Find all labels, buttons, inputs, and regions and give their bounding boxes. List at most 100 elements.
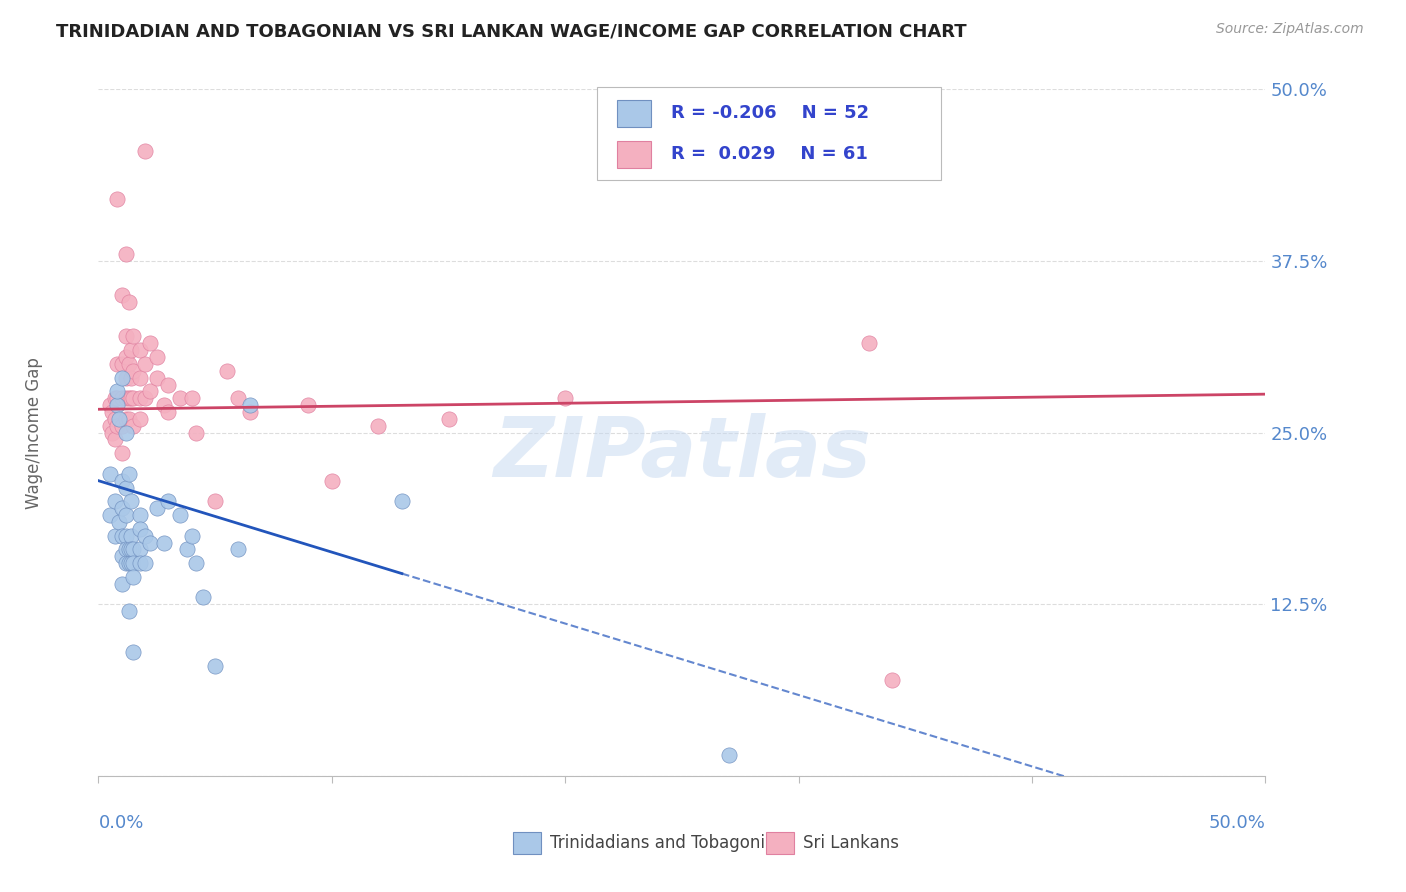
Point	[120, 528, 142, 542]
Point	[157, 405, 180, 419]
Point	[157, 494, 180, 508]
Text: 0.0%: 0.0%	[98, 814, 143, 832]
Point	[120, 542, 142, 557]
Point	[186, 425, 208, 440]
Point	[437, 412, 460, 426]
Text: Source: ZipAtlas.com: Source: ZipAtlas.com	[1216, 22, 1364, 37]
Point	[152, 398, 174, 412]
Point	[180, 391, 202, 405]
Text: 50.0%: 50.0%	[1209, 814, 1265, 832]
Point	[115, 247, 138, 261]
Point	[215, 364, 238, 378]
Point	[120, 343, 142, 358]
Point	[129, 556, 152, 570]
Point	[180, 528, 202, 542]
Point	[111, 418, 134, 433]
Point	[146, 350, 169, 364]
Point	[122, 364, 145, 378]
Point	[120, 556, 142, 570]
Point	[98, 418, 121, 433]
Point	[115, 412, 138, 426]
Point	[139, 336, 162, 351]
Point	[122, 329, 145, 343]
Point	[105, 192, 128, 206]
Point	[111, 357, 134, 371]
Point	[122, 556, 145, 570]
Point	[129, 412, 152, 426]
Point	[129, 542, 152, 557]
Point	[108, 515, 131, 529]
Point	[122, 418, 145, 433]
Point	[139, 535, 162, 549]
Point	[122, 570, 145, 584]
Point	[129, 508, 152, 522]
Point	[134, 391, 156, 405]
Point	[98, 467, 121, 481]
Point	[146, 501, 169, 516]
Point	[176, 542, 198, 557]
Point	[111, 391, 134, 405]
Point	[134, 556, 156, 570]
Point	[104, 494, 127, 508]
Point	[104, 433, 127, 447]
Point	[115, 556, 138, 570]
Point	[111, 370, 134, 384]
Point	[115, 542, 138, 557]
Point	[105, 391, 128, 405]
Point	[129, 522, 152, 536]
Point	[115, 481, 138, 495]
Point	[118, 542, 141, 557]
Text: Trinidadians and Tobagonians: Trinidadians and Tobagonians	[550, 834, 794, 852]
Point	[554, 391, 576, 405]
Point	[98, 508, 121, 522]
Point	[169, 391, 191, 405]
Point	[111, 549, 134, 564]
Point	[104, 528, 127, 542]
Point	[118, 357, 141, 371]
Point	[120, 370, 142, 384]
Text: ZIPatlas: ZIPatlas	[494, 413, 870, 494]
Point	[152, 535, 174, 549]
Point	[111, 501, 134, 516]
Point	[115, 329, 138, 343]
Point	[367, 418, 389, 433]
Text: Wage/Income Gap: Wage/Income Gap	[25, 357, 44, 508]
Point	[105, 398, 128, 412]
Point	[120, 391, 142, 405]
Point	[118, 556, 141, 570]
Point	[297, 398, 319, 412]
Point	[105, 357, 128, 371]
Point	[115, 391, 138, 405]
Point	[122, 391, 145, 405]
Point	[118, 412, 141, 426]
Text: R = -0.206    N = 52: R = -0.206 N = 52	[671, 104, 869, 122]
Point	[104, 412, 127, 426]
Point	[228, 391, 250, 405]
Point	[101, 405, 124, 419]
Point	[122, 542, 145, 557]
Point	[204, 659, 226, 673]
Point	[391, 494, 413, 508]
Point	[157, 377, 180, 392]
Point	[120, 494, 142, 508]
Point	[134, 357, 156, 371]
Point	[858, 336, 880, 351]
Point	[115, 528, 138, 542]
Point	[108, 412, 131, 426]
Point	[111, 576, 134, 591]
Point	[129, 370, 152, 384]
Point	[111, 446, 134, 460]
Point	[111, 474, 134, 488]
Point	[239, 398, 262, 412]
Point	[115, 350, 138, 364]
Point	[139, 384, 162, 399]
Point	[134, 528, 156, 542]
Point	[228, 542, 250, 557]
Point	[129, 391, 152, 405]
Point	[193, 591, 215, 605]
Point	[105, 418, 128, 433]
Point	[118, 295, 141, 310]
Point	[115, 425, 138, 440]
Point	[98, 398, 121, 412]
Point	[129, 343, 152, 358]
